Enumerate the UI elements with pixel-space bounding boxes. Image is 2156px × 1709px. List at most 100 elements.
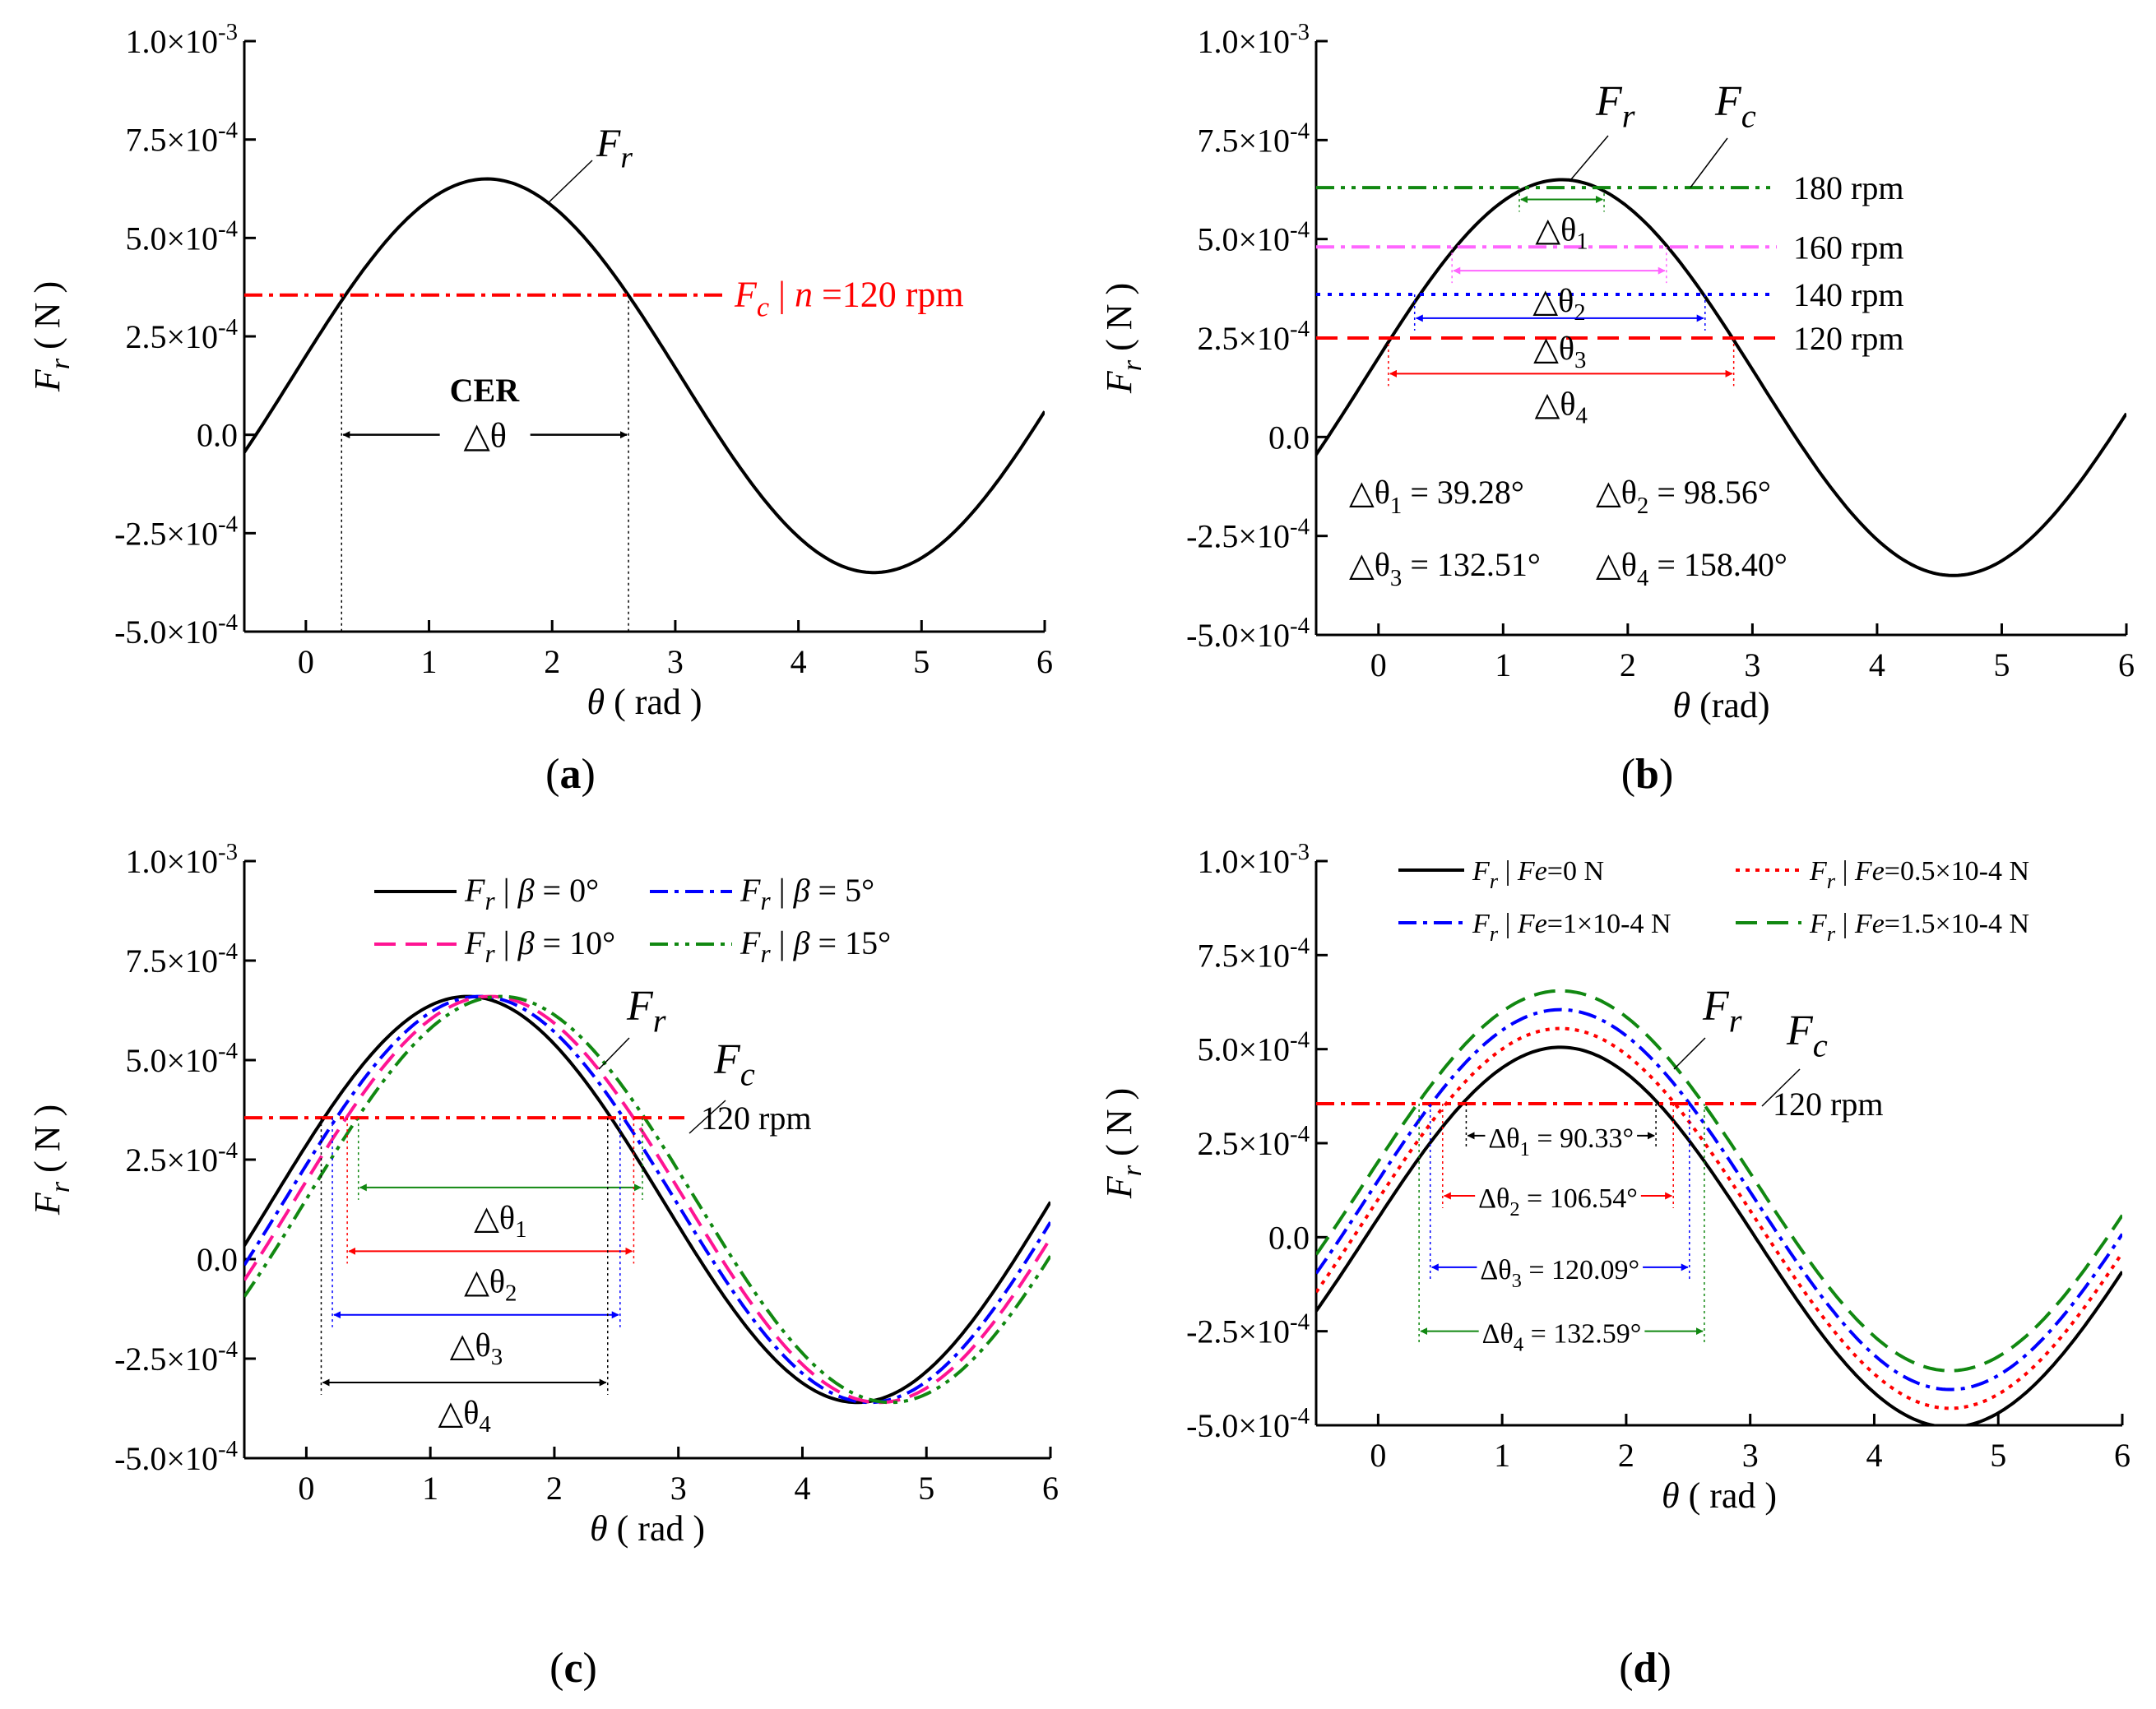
x-tick-label: 3 — [667, 643, 684, 680]
series-line-0 — [1316, 1045, 2122, 1425]
y-tick-label: -5.0×10-4 — [1186, 613, 1310, 654]
y-tick-label: 5.0×10-4 — [1197, 1027, 1310, 1068]
legend-label-3: Fr | Fe=1.5×10-4 N — [1809, 909, 2029, 946]
series-line-2 — [1316, 1007, 2122, 1392]
series-line-3 — [244, 994, 1050, 1405]
speed-line-label: 140 rpm — [1793, 276, 1903, 313]
legend-label-1: Fr | β = 5° — [740, 872, 874, 915]
speed-line-label: 180 rpm — [1793, 169, 1903, 206]
y-axis-title: Fr ( N ) — [1099, 1088, 1148, 1199]
curve-label-fr: Fr — [596, 122, 633, 174]
interval-label: Δθ1 = 90.33° — [1488, 1123, 1634, 1160]
legend-label-2: Fr | β = 10° — [464, 924, 615, 968]
interval-label: △θ1 — [1535, 211, 1588, 255]
line-label-fc: Fc — [713, 1036, 755, 1093]
x-tick-label: 1 — [421, 643, 438, 680]
legend-label-0: Fr | β = 0° — [464, 872, 599, 915]
y-tick-label: 0.0 — [1268, 1219, 1310, 1256]
panel-label: (b) — [1621, 751, 1674, 798]
x-tick-label: 4 — [794, 1470, 810, 1507]
interval-label: △θ1 — [474, 1199, 526, 1243]
line-label-fc: Fc — [1714, 78, 1756, 135]
legend-label-0: Fr | Fe=0 N — [1472, 856, 1604, 893]
y-tick-label: 0.0 — [197, 1241, 238, 1278]
series-line-0 — [244, 994, 1050, 1405]
x-axis-title: θ ( rad ) — [590, 1508, 705, 1549]
leader-line — [689, 1100, 726, 1134]
y-tick-label: 2.5×10-4 — [1197, 316, 1310, 357]
x-axis-title: θ ( rad ) — [1662, 1475, 1777, 1516]
y-tick-label: 2.5×10-4 — [125, 1137, 238, 1179]
y-tick-label: 0.0 — [1268, 419, 1310, 456]
speed-line-label: 120 rpm — [1773, 1086, 1883, 1123]
x-tick-label: 2 — [546, 1470, 563, 1507]
interval-label: Δθ2 = 106.54° — [1478, 1183, 1638, 1220]
y-tick-label: 5.0×10-4 — [1197, 217, 1310, 258]
x-tick-label: 2 — [544, 643, 560, 680]
x-tick-label: 6 — [2114, 1437, 2130, 1474]
x-tick-label: 5 — [1993, 646, 2010, 683]
panel-b: -5.0×10-4 -2.5×10-4 0.0 2.5×10-4 5.0×10-4 7.5… — [1099, 19, 2135, 798]
y-tick-label: -5.0×10-4 — [114, 609, 238, 651]
x-tick-label: 4 — [1869, 646, 1885, 683]
x-tick-label: 0 — [1370, 646, 1387, 683]
x-tick-label: 4 — [1866, 1437, 1882, 1474]
y-tick-label: 2.5×10-4 — [1197, 1121, 1310, 1162]
y-axis-title: Fr ( N ) — [27, 1105, 76, 1216]
leader-line — [1761, 1068, 1801, 1107]
series-line-2 — [244, 994, 1050, 1405]
y-tick-label: 5.0×10-4 — [125, 215, 238, 257]
x-tick-label: 6 — [1036, 643, 1053, 680]
y-tick-label: -5.0×10-4 — [1186, 1403, 1310, 1444]
x-axis-title: θ ( rad ) — [587, 682, 702, 722]
x-tick-label: 5 — [1990, 1437, 2006, 1474]
speed-line-label: 120 rpm — [701, 1100, 811, 1137]
x-axis-title: θ (rad) — [1672, 685, 1769, 725]
x-tick-label: 5 — [918, 1470, 934, 1507]
x-tick-label: 1 — [422, 1470, 438, 1507]
y-tick-label: 1.0×10-3 — [125, 19, 238, 60]
legend-label-3: Fr | β = 15° — [740, 924, 891, 968]
y-tick-label: 1.0×10-3 — [1197, 839, 1310, 880]
interval-label: Δθ4 = 132.59° — [1482, 1319, 1642, 1356]
y-tick-label: -2.5×10-4 — [1186, 514, 1310, 555]
result-label-2: △θ2 = 98.56° — [1596, 474, 1771, 519]
leader-line — [598, 1037, 630, 1070]
leader-line — [1570, 135, 1609, 180]
series-line-1 — [1316, 1026, 2122, 1410]
result-label-1: △θ1 = 39.28° — [1349, 474, 1524, 519]
x-tick-label: 0 — [298, 1470, 314, 1507]
x-tick-label: 3 — [670, 1470, 687, 1507]
interval-label: △θ2 — [1532, 282, 1585, 326]
result-label-3: △θ3 = 132.51° — [1349, 546, 1541, 591]
y-tick-label: -5.0×10-4 — [114, 1436, 238, 1477]
y-tick-label: 0.0 — [197, 417, 238, 454]
x-tick-label: 5 — [913, 643, 930, 680]
curve-label-fr: Fr — [626, 983, 666, 1040]
y-tick-label: 2.5×10-4 — [125, 314, 238, 355]
interval-label: △θ — [463, 418, 506, 456]
interval-label: △θ4 — [438, 1394, 490, 1438]
speed-line-label: 120 rpm — [1793, 320, 1903, 357]
panel-d: -5.0×10-4 -2.5×10-4 0.0 2.5×10-4 5.0×10-4 7.5… — [1099, 839, 2130, 1692]
panel-a: -5.0×10-4 -2.5×10-4 0.0 2.5×10-4 5.0×10-4 7.5… — [27, 19, 1053, 798]
panel-c: -5.0×10-4 -2.5×10-4 0.0 2.5×10-4 5.0×10-4 7.5… — [27, 839, 1059, 1692]
interval-label: △θ2 — [464, 1262, 517, 1306]
line-label-fc: Fc — [1786, 1007, 1828, 1064]
y-axis-title: Fr ( N ) — [27, 281, 76, 392]
leader-line — [546, 160, 593, 205]
series-line-3 — [1316, 989, 2122, 1373]
y-tick-label: 7.5×10-4 — [125, 938, 238, 980]
curve-label-fr: Fr — [1702, 983, 1742, 1040]
x-tick-label: 0 — [298, 643, 314, 680]
y-tick-label: 7.5×10-4 — [1197, 118, 1310, 159]
interval-label: Δθ3 = 120.09° — [1480, 1255, 1639, 1292]
legend-label-2: Fr | Fe=1×10-4 N — [1472, 909, 1671, 946]
x-tick-label: 1 — [1494, 1437, 1510, 1474]
leader-line — [1673, 1037, 1706, 1070]
result-label-4: △θ4 = 158.40° — [1596, 546, 1787, 591]
interval-label: △θ4 — [1535, 385, 1588, 428]
curve-label-fr: Fr — [1595, 78, 1635, 135]
y-tick-label: 1.0×10-3 — [125, 839, 238, 880]
